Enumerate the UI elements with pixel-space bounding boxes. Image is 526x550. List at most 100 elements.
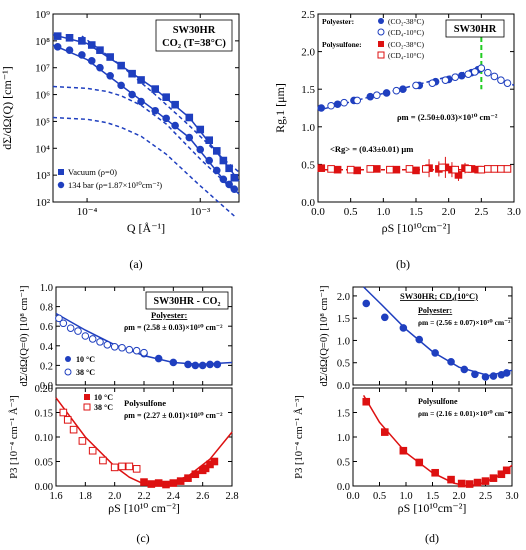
data-point bbox=[502, 369, 511, 377]
data-point bbox=[88, 446, 97, 455]
legend-label: (CO₂-38°C) bbox=[388, 40, 425, 49]
data-point bbox=[137, 76, 145, 84]
tick-label: 3.0 bbox=[505, 491, 518, 502]
tick-label: 10⁸ bbox=[35, 36, 50, 48]
data-point bbox=[405, 165, 414, 173]
data-point bbox=[171, 100, 179, 109]
tick-label: 0.0 bbox=[346, 491, 359, 502]
data-point bbox=[490, 165, 499, 173]
data-point bbox=[69, 425, 78, 434]
legend-label: 38 °C bbox=[76, 368, 95, 377]
data-point bbox=[87, 41, 96, 49]
data-point bbox=[481, 373, 490, 381]
data-point bbox=[132, 465, 141, 473]
data-point bbox=[373, 165, 381, 173]
tick-label: 0.4 bbox=[40, 342, 54, 353]
data-point bbox=[392, 165, 401, 174]
data-point bbox=[353, 166, 361, 175]
data-point bbox=[447, 358, 455, 366]
tick-label: 2.0 bbox=[452, 491, 465, 502]
data-point bbox=[125, 345, 134, 354]
data-point bbox=[465, 480, 474, 488]
data-point bbox=[489, 372, 498, 380]
data-point bbox=[125, 462, 134, 471]
y-axis-label: dΣ/dΩ(Q) [cm⁻¹] bbox=[0, 66, 14, 149]
data-point bbox=[481, 477, 490, 485]
tick-label: 2.2 bbox=[137, 491, 150, 502]
data-point bbox=[65, 46, 74, 54]
data-point bbox=[477, 64, 486, 72]
data-point bbox=[399, 85, 407, 93]
top-text-polyester: Polyester: bbox=[151, 310, 188, 320]
title-box bbox=[445, 19, 505, 38]
y-axis-label-bottom: P3 [10⁻⁴ cm⁻¹ Å⁻³] bbox=[8, 395, 20, 478]
data-point bbox=[399, 446, 408, 455]
panel-label: (d) bbox=[425, 531, 439, 545]
data-point bbox=[428, 79, 437, 87]
data-point bbox=[399, 324, 408, 332]
tick-label: 1.0 bbox=[40, 283, 53, 294]
data-point bbox=[154, 354, 163, 363]
title-box-line-2: CO₂ (T=38°C) bbox=[162, 38, 226, 49]
data-point bbox=[59, 408, 68, 417]
data-point bbox=[484, 68, 492, 77]
tick-label: 0.20 bbox=[35, 384, 53, 395]
tick-label: 10⁻³ bbox=[190, 206, 211, 218]
tick-label: 2.0 bbox=[442, 206, 456, 218]
legend-label: (CD₄-10°C) bbox=[388, 28, 425, 37]
data-point bbox=[327, 165, 335, 173]
data-point bbox=[205, 136, 214, 145]
title-box bbox=[145, 291, 229, 310]
data-point bbox=[412, 166, 420, 175]
data-point bbox=[191, 361, 200, 370]
data-point bbox=[185, 133, 194, 142]
panel-label: (b) bbox=[396, 257, 410, 271]
panel-b: 0.0 0.5 1.0 1.5 2.0 2.5 3.00.00.51.01.52.02.5 … bbox=[273, 9, 521, 271]
data-point bbox=[201, 464, 210, 473]
title-box-line-1: SW30HR - CO₂ bbox=[154, 296, 221, 307]
data-point bbox=[78, 51, 86, 59]
x-axis-label: ρS [10¹⁰cm⁻²] bbox=[382, 221, 451, 235]
tick-label: 2.0 bbox=[301, 47, 315, 59]
tick-label: 2.0 bbox=[108, 491, 121, 502]
tick-label: 1.6 bbox=[49, 491, 62, 502]
data-point bbox=[55, 314, 63, 323]
data-point bbox=[118, 343, 126, 352]
data-point bbox=[53, 43, 62, 51]
tick-label: 1.5 bbox=[337, 314, 350, 325]
title-box bbox=[155, 19, 233, 52]
tick-label: 0.05 bbox=[35, 458, 53, 469]
data-point bbox=[464, 165, 473, 173]
data-point bbox=[154, 479, 163, 487]
data-point bbox=[63, 416, 72, 424]
bottom-text-rho-m: ρm = (2.27 ± 0.01)×10¹⁰ cm⁻² bbox=[124, 411, 223, 420]
data-point bbox=[117, 81, 125, 90]
data-point bbox=[464, 70, 473, 78]
data-point bbox=[191, 470, 200, 479]
tick-label: 1.0 bbox=[399, 491, 412, 502]
top-text-rho-m: ρm = (2.56 ± 0.07)×10¹⁰ cm⁻² bbox=[418, 318, 511, 327]
data-point bbox=[490, 72, 499, 81]
data-point bbox=[503, 165, 512, 173]
legend-label-134bar: 134 bar (ρ=1.87×10¹⁰cm⁻²) bbox=[68, 180, 162, 190]
data-point bbox=[447, 475, 455, 484]
legend-label: (CD₄-10°C) bbox=[388, 51, 425, 60]
legend-group-polyester: Polyester: bbox=[322, 17, 354, 26]
legend-group-polysulfone: Polysulfone: bbox=[322, 40, 362, 49]
tick-label: 1.0 bbox=[337, 336, 350, 347]
x-axis-label: Q [Å⁻¹] bbox=[127, 221, 165, 235]
tick-label: 10² bbox=[36, 197, 51, 209]
data-point bbox=[412, 81, 420, 90]
data-point bbox=[484, 165, 492, 173]
data-point bbox=[317, 104, 326, 112]
data-point bbox=[353, 96, 362, 105]
annotation-rho-m: ρm = (2.50±0.03)×10¹⁰ cm⁻² bbox=[397, 112, 498, 122]
legend-label: 10 °C bbox=[94, 393, 113, 402]
data-point bbox=[88, 335, 97, 343]
data-point bbox=[140, 478, 148, 486]
tick-label: 0.0 bbox=[337, 482, 350, 493]
data-point bbox=[415, 458, 424, 467]
data-point bbox=[317, 164, 326, 172]
data-point bbox=[169, 479, 178, 487]
